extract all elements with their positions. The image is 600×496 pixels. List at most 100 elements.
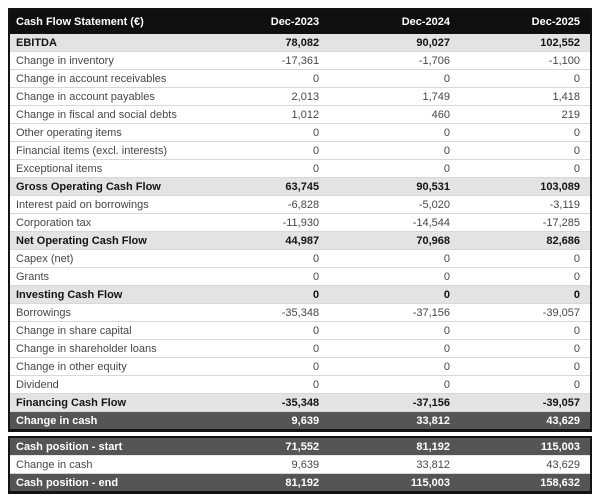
row-value: 90,531	[329, 177, 461, 196]
row-label: Investing Cash Flow	[9, 285, 199, 304]
table-row: Financial items (excl. interests) 0 0 0	[9, 141, 591, 160]
row-value: -37,156	[329, 393, 461, 412]
row-value: 0	[198, 141, 330, 160]
row-label: Interest paid on borrowings	[9, 195, 199, 214]
row-label: Change in fiscal and social debts	[9, 105, 199, 124]
table-row: Change in account receivables 0 0 0	[9, 69, 591, 88]
table-row: Other operating items 0 0 0	[9, 123, 591, 142]
row-value: -35,348	[198, 303, 330, 322]
row-value: 0	[198, 69, 330, 88]
row-label: Financing Cash Flow	[9, 393, 199, 412]
row-value: 81,192	[198, 473, 330, 493]
row-label: EBITDA	[9, 34, 199, 52]
row-value: -1,100	[460, 51, 591, 70]
row-label: Change in cash	[9, 411, 199, 431]
row-value: -17,285	[460, 213, 591, 232]
row-value: 33,812	[329, 411, 461, 431]
row-value: 460	[329, 105, 461, 124]
row-value: 0	[460, 267, 591, 286]
row-value: 0	[329, 69, 461, 88]
row-value: -5,020	[329, 195, 461, 214]
row-label: Change in account receivables	[9, 69, 199, 88]
row-value: 0	[460, 285, 591, 304]
table-row: Change in cash 9,639 33,812 43,629	[9, 411, 591, 431]
row-value: 1,749	[329, 87, 461, 106]
row-label: Change in inventory	[9, 51, 199, 70]
row-value: 82,686	[460, 231, 591, 250]
row-label: Cash position - end	[9, 473, 199, 493]
row-label: Capex (net)	[9, 249, 199, 268]
table-row: EBITDA 78,082 90,027 102,552	[9, 34, 591, 52]
row-value: 0	[198, 375, 330, 394]
row-value: -11,930	[198, 213, 330, 232]
row-value: 1,418	[460, 87, 591, 106]
row-value: 71,552	[198, 437, 330, 456]
row-value: -17,361	[198, 51, 330, 70]
row-value: 0	[198, 267, 330, 286]
table-row: Change in fiscal and social debts 1,012 46…	[9, 105, 591, 124]
table-row: Net Operating Cash Flow 44,987 70,968 82,68…	[9, 231, 591, 250]
table-row: Dividend 0 0 0	[9, 375, 591, 394]
row-label: Gross Operating Cash Flow	[9, 177, 199, 196]
row-value: 9,639	[198, 411, 330, 431]
row-value: 81,192	[329, 437, 461, 456]
row-value: 115,003	[460, 437, 591, 456]
row-label: Change in cash	[9, 455, 199, 474]
table-row: Exceptional items 0 0 0	[9, 159, 591, 178]
table-row: Corporation tax -11,930 -14,544 -17,285	[9, 213, 591, 232]
row-value: 158,632	[460, 473, 591, 493]
table-title: Cash Flow Statement (€)	[9, 9, 199, 34]
table-row: Borrowings -35,348 -37,156 -39,057	[9, 303, 591, 322]
row-value: 0	[198, 123, 330, 142]
table-row: Change in account payables 2,013 1,749 1,41…	[9, 87, 591, 106]
row-value: -35,348	[198, 393, 330, 412]
table-row: Gross Operating Cash Flow 63,745 90,531 103…	[9, 177, 591, 196]
table-row: Change in other equity 0 0 0	[9, 357, 591, 376]
row-value: 103,089	[460, 177, 591, 196]
table-row: Change in shareholder loans 0 0 0	[9, 339, 591, 358]
row-value: -1,706	[329, 51, 461, 70]
row-value: 115,003	[329, 473, 461, 493]
table-row: Financing Cash Flow -35,348 -37,156 -39,057	[9, 393, 591, 412]
table-row: Investing Cash Flow 0 0 0	[9, 285, 591, 304]
table-header-row: Cash Flow Statement (€) Dec-2023 Dec-202…	[9, 9, 591, 34]
row-value: 44,987	[198, 231, 330, 250]
row-value: 0	[460, 123, 591, 142]
row-value: 70,968	[329, 231, 461, 250]
column-header-dec-2025: Dec-2025	[460, 9, 591, 34]
cash-position-summary-table: Cash position - start 71,552 81,192 115,003…	[8, 436, 592, 494]
row-label: Other operating items	[9, 123, 199, 142]
row-label: Change in share capital	[9, 321, 199, 340]
row-value: 0	[198, 357, 330, 376]
row-label: Change in shareholder loans	[9, 339, 199, 358]
row-label: Net Operating Cash Flow	[9, 231, 199, 250]
row-value: 0	[329, 321, 461, 340]
table-row: Interest paid on borrowings -6,828 -5,020-…	[9, 195, 591, 214]
row-label: Change in other equity	[9, 357, 199, 376]
row-value: 0	[198, 285, 330, 304]
row-value: 0	[198, 321, 330, 340]
cash-flow-statement-table: Cash Flow Statement (€) Dec-2023 Dec-202…	[8, 8, 592, 432]
row-label: Cash position - start	[9, 437, 199, 456]
row-value: 102,552	[460, 34, 591, 52]
row-label: Exceptional items	[9, 159, 199, 178]
table-row: Cash position - end 81,192 115,003 158,632	[9, 473, 591, 493]
row-value: 0	[329, 267, 461, 286]
row-label: Borrowings	[9, 303, 199, 322]
row-value: 0	[460, 69, 591, 88]
row-value: 43,629	[460, 455, 591, 474]
row-label: Dividend	[9, 375, 199, 394]
row-value: 0	[329, 285, 461, 304]
row-value: -39,057	[460, 303, 591, 322]
row-label: Corporation tax	[9, 213, 199, 232]
row-value: 0	[460, 375, 591, 394]
row-value: 0	[460, 159, 591, 178]
table-row: Change in inventory -17,361 -1,706 -1,100	[9, 51, 591, 70]
row-value: 0	[198, 249, 330, 268]
row-value: -39,057	[460, 393, 591, 412]
row-value: 78,082	[198, 34, 330, 52]
row-value: 0	[329, 375, 461, 394]
row-value: 0	[460, 357, 591, 376]
table-row: Change in cash 9,639 33,812 43,629	[9, 455, 591, 474]
row-value: 90,027	[329, 34, 461, 52]
